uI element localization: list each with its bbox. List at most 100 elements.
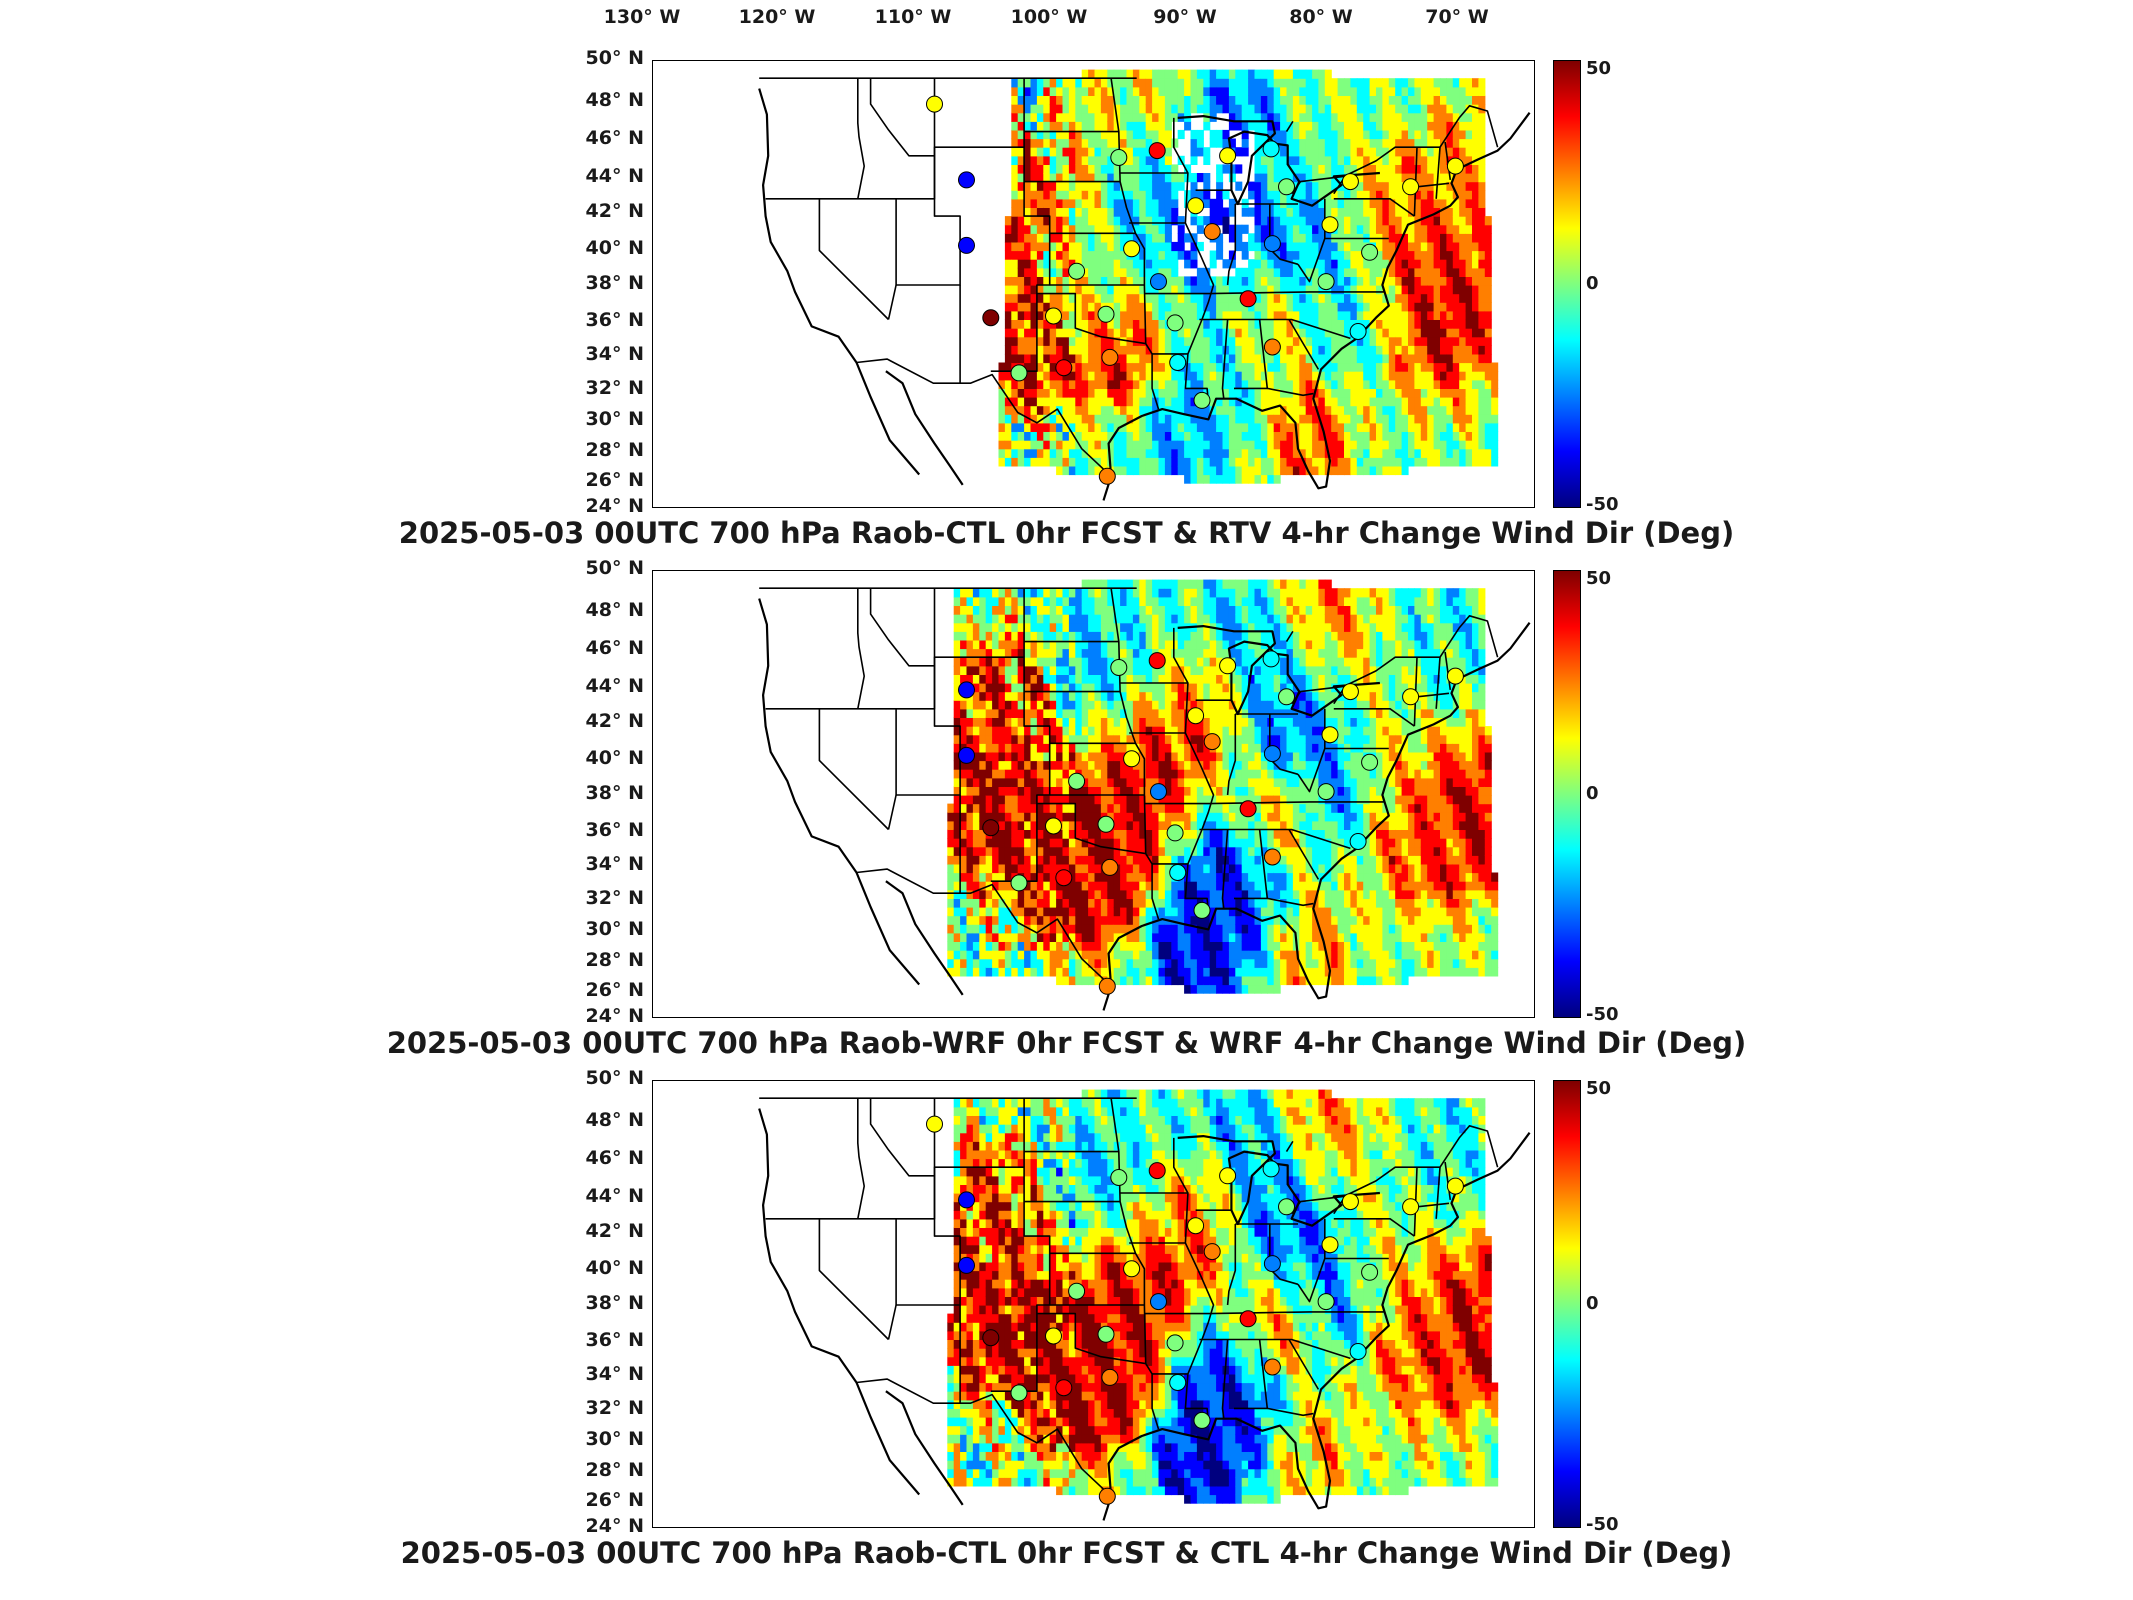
raob-station-marker <box>1317 783 1335 801</box>
longitude-tick-label: 80° W <box>1289 6 1353 28</box>
panel-title: 2025-05-03 00UTC 700 hPa Raob-WRF 0hr FC… <box>386 1026 1747 1060</box>
raob-station-marker <box>958 681 975 699</box>
latitude-tick-label: 24° N <box>585 1515 644 1537</box>
raob-station-marker <box>1361 753 1379 771</box>
raob-station-marker <box>1098 467 1116 485</box>
raob-station-marker <box>1262 140 1280 158</box>
raob-station-marker <box>1203 733 1221 751</box>
map-frame <box>652 570 1535 1018</box>
raob-station-marker <box>1150 273 1167 291</box>
latitude-tick-label: 44° N <box>585 165 644 187</box>
state-boundaries <box>759 1097 1499 1497</box>
raob-station-marker <box>1101 1368 1119 1386</box>
map-frame <box>652 1080 1535 1528</box>
longitude-axis: 130° W 120° W 110° W 100° W 90° W 80° W 70° W <box>0 6 2133 40</box>
raob-station-marker <box>1263 848 1281 866</box>
raob-station-marker <box>1150 783 1167 801</box>
raob-station-marker <box>1187 1217 1205 1235</box>
raob-station-marker <box>1361 1263 1379 1281</box>
latitude-tick-label: 38° N <box>585 1292 644 1314</box>
latitude-tick-label: 26° N <box>585 979 644 1001</box>
raob-station-marker <box>1097 1325 1115 1343</box>
latitude-tick-label: 28° N <box>585 439 644 461</box>
raob-station-marker <box>1098 1487 1116 1505</box>
raob-station-marker <box>1341 173 1359 191</box>
raob-station-marker <box>1263 338 1281 356</box>
colorbar <box>1553 1080 1581 1528</box>
colorbar <box>1553 570 1581 1018</box>
raob-station-marker <box>1278 178 1295 196</box>
raob-stations <box>926 95 1464 485</box>
coastlines <box>758 1108 1531 1521</box>
colorbar-tick-label: 0 <box>1586 1293 1599 1314</box>
latitude-tick-label: 48° N <box>585 599 644 621</box>
longitude-tick-label: 90° W <box>1153 6 1217 28</box>
raob-station-marker <box>1045 307 1062 325</box>
raob-station-marker <box>1219 657 1237 675</box>
latitude-tick-label: 44° N <box>585 675 644 697</box>
raob-station-marker <box>1010 364 1028 382</box>
state-boundaries <box>759 77 1499 477</box>
raob-station-marker <box>982 309 1000 327</box>
raob-station-marker <box>1402 178 1420 196</box>
coastlines <box>758 88 1531 501</box>
raob-station-marker <box>1148 142 1166 160</box>
raob-station-marker <box>1263 235 1281 253</box>
latitude-tick-label: 40° N <box>585 747 644 769</box>
raob-station-marker <box>1402 1198 1420 1216</box>
raob-station-marker <box>1055 869 1073 887</box>
raob-station-marker <box>1446 1177 1464 1195</box>
raob-station-marker <box>1148 1162 1166 1180</box>
raob-station-marker <box>1317 273 1335 291</box>
latitude-tick-label: 42° N <box>585 200 644 222</box>
latitude-tick-label: 48° N <box>585 89 644 111</box>
raob-station-marker <box>1055 1379 1073 1397</box>
colorbar <box>1553 60 1581 508</box>
latitude-tick-label: 24° N <box>585 1005 644 1027</box>
raob-station-marker <box>1101 858 1119 876</box>
latitude-tick-label: 40° N <box>585 1257 644 1279</box>
state-boundaries <box>759 587 1499 987</box>
latitude-tick-label: 24° N <box>585 495 644 517</box>
latitude-tick-label: 28° N <box>585 1459 644 1481</box>
raob-station-marker <box>1166 824 1184 842</box>
raob-station-marker <box>1278 688 1295 706</box>
raob-station-marker <box>1123 1260 1141 1278</box>
latitude-tick-label: 32° N <box>585 887 644 909</box>
raob-station-marker <box>1045 1327 1062 1345</box>
colorbar-tick-label: 50 <box>1586 568 1612 589</box>
map-frame <box>652 60 1535 508</box>
raob-station-marker <box>1349 833 1367 850</box>
raob-station-marker <box>1341 683 1359 701</box>
raob-station-marker <box>1097 305 1115 323</box>
latitude-tick-label: 38° N <box>585 272 644 294</box>
raob-station-marker <box>1010 874 1028 892</box>
raob-station-marker <box>1219 147 1237 165</box>
raob-station-marker <box>1098 977 1116 995</box>
latitude-tick-label: 48° N <box>585 1109 644 1131</box>
raob-station-marker <box>958 1256 975 1274</box>
panel-title: 2025-05-03 00UTC 700 hPa Raob-CTL 0hr FC… <box>398 516 1735 550</box>
colorbar-tick-label: 0 <box>1586 273 1599 294</box>
latitude-tick-label: 34° N <box>585 1363 644 1385</box>
raob-station-marker <box>1148 652 1166 670</box>
raob-station-marker <box>1239 800 1257 818</box>
raob-station-marker <box>1187 197 1205 215</box>
raob-station-marker <box>1166 314 1184 332</box>
raob-station-marker <box>1169 354 1187 371</box>
raob-station-marker <box>1097 815 1115 833</box>
colorbar-tick-label: 50 <box>1586 1078 1612 1099</box>
latitude-tick-label: 30° N <box>585 1428 644 1450</box>
map-canvas <box>758 579 1531 1011</box>
latitude-tick-label: 46° N <box>585 637 644 659</box>
latitude-tick-label: 32° N <box>585 377 644 399</box>
raob-station-marker <box>1446 157 1464 175</box>
panel-title: 2025-05-03 00UTC 700 hPa Raob-CTL 0hr FC… <box>400 1536 1733 1570</box>
longitude-tick-label: 130° W <box>603 6 681 28</box>
latitude-tick-label: 42° N <box>585 1220 644 1242</box>
raob-station-marker <box>1239 1310 1257 1328</box>
raob-station-marker <box>926 95 943 113</box>
latitude-tick-label: 30° N <box>585 918 644 940</box>
raob-station-marker <box>1349 1343 1367 1360</box>
raob-station-marker <box>1110 659 1128 676</box>
